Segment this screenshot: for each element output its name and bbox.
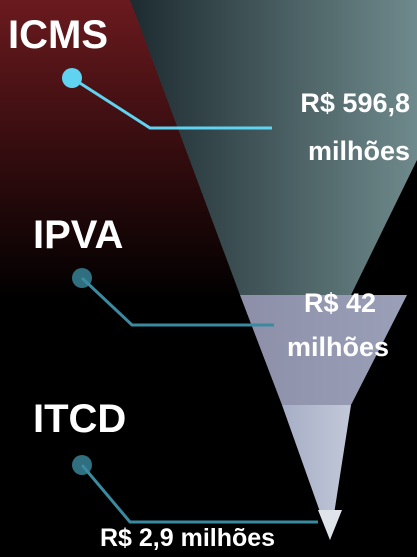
funnel-tip [318, 510, 342, 540]
connector [71, 76, 272, 130]
tax-value: R$ 42 [304, 288, 376, 318]
connector [80, 276, 274, 327]
tax-name: IPVA [33, 213, 123, 257]
tax-unit: milhões [287, 332, 389, 362]
tax-name: ITCD [33, 397, 126, 441]
connector [80, 464, 318, 524]
tax-unit: milhões [308, 136, 410, 166]
funnel-bottom [282, 405, 351, 540]
tax-value: R$ 596,8 [300, 88, 410, 118]
funnel-middle [240, 295, 407, 405]
tax-value: R$ 2,9 milhões [100, 524, 275, 552]
tax-name: ICMS [8, 13, 108, 57]
funnel-top [130, 0, 417, 295]
